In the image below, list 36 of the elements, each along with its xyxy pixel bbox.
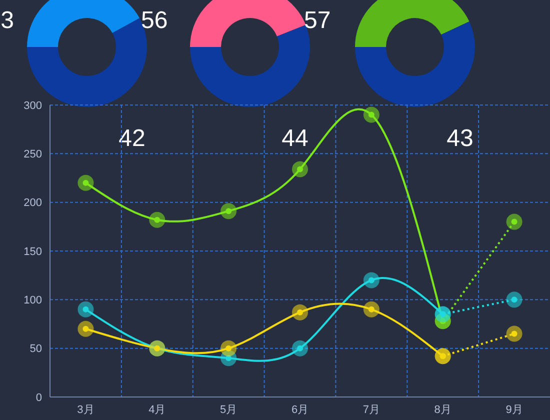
- x-tick-label: 5月: [220, 404, 238, 416]
- point: [220, 340, 237, 356]
- annotation: 43: [446, 125, 474, 153]
- annotation: 44: [282, 125, 308, 153]
- y-tick-label: 50: [30, 343, 42, 356]
- y-tick-label: 0: [36, 392, 42, 404]
- text: 3: [0, 7, 14, 35]
- point: [506, 214, 522, 230]
- point: [363, 272, 380, 288]
- x-tick-label: 7月: [362, 404, 380, 416]
- x-tick-label: 8月: [434, 404, 452, 416]
- y-tick-label: 250: [24, 148, 42, 161]
- point: [220, 203, 237, 220]
- x-tick-label: 9月: [506, 404, 523, 416]
- point: [149, 212, 166, 228]
- point: [363, 106, 380, 123]
- point: [292, 161, 308, 178]
- y-tick-label: 100: [24, 294, 42, 307]
- x-tick-label: 4月: [148, 404, 166, 416]
- x-tick-label: 6月: [291, 404, 309, 416]
- annotation: 42: [118, 125, 146, 153]
- point: [506, 326, 522, 342]
- y-tick-label: 150: [24, 246, 42, 258]
- point: [363, 301, 380, 318]
- point: [78, 174, 94, 191]
- y-tick-label: 300: [24, 100, 42, 112]
- point: [434, 306, 451, 322]
- point: [78, 301, 94, 318]
- text: 56: [141, 7, 168, 35]
- point: [292, 340, 308, 356]
- point: [292, 304, 308, 320]
- y-tick-label: 200: [24, 197, 42, 210]
- point: [506, 292, 522, 308]
- x-tick-label: 3月: [77, 404, 94, 416]
- text: 57: [304, 7, 331, 35]
- point: [78, 320, 94, 337]
